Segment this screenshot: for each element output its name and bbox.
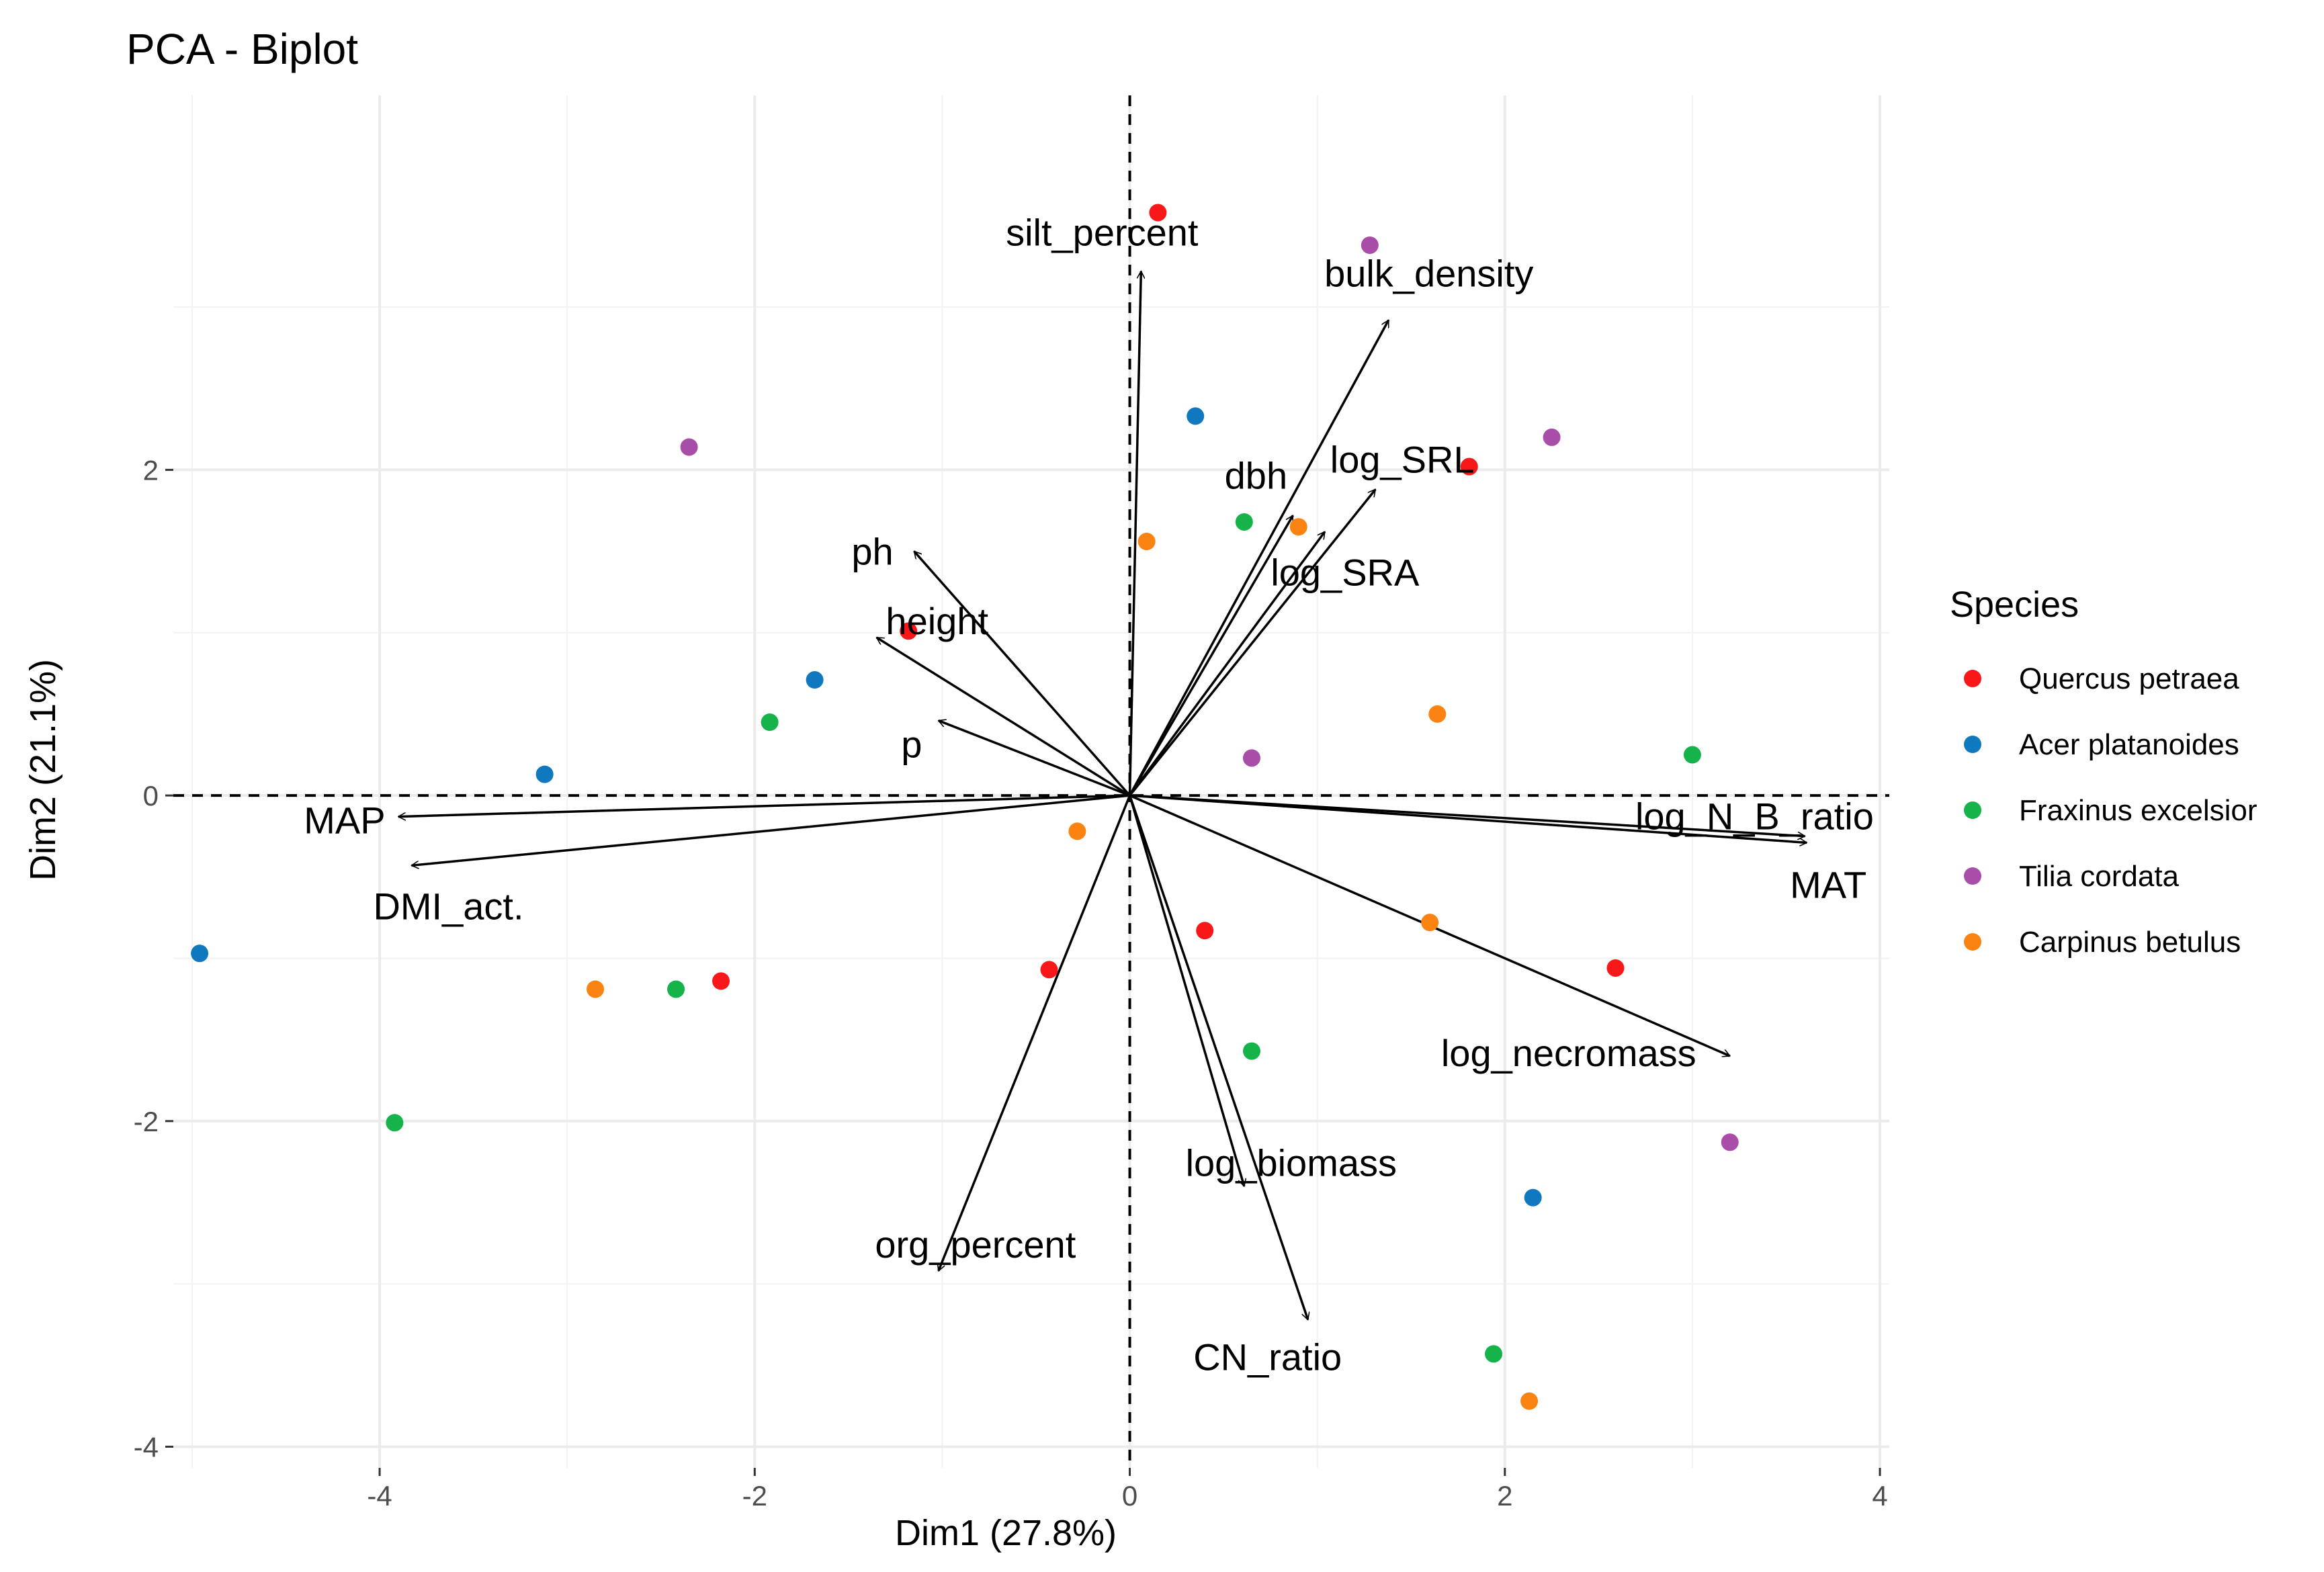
legend-items: Quercus petraea Acer platanoides Fraxinus … bbox=[1964, 662, 2257, 959]
legend-label: Tilia cordata bbox=[2019, 860, 2180, 893]
point-fraxinus-excelsior bbox=[1242, 1042, 1260, 1060]
y-tick-label: 2 bbox=[143, 454, 159, 486]
point-carpinus-betulus bbox=[587, 980, 605, 998]
var-label-mat: MAT bbox=[1790, 863, 1866, 906]
point-fraxinus-excelsior bbox=[1235, 513, 1253, 531]
arrow-mat bbox=[1129, 794, 1807, 842]
arrow-bulk-density bbox=[1129, 320, 1390, 796]
point-tilia-cordata bbox=[1721, 1133, 1739, 1151]
point-quercus-petraea bbox=[1606, 959, 1625, 977]
var-label-dbh: dbh bbox=[1225, 454, 1287, 496]
y-tick-label: 0 bbox=[143, 780, 159, 812]
point-tilia-cordata bbox=[1543, 428, 1561, 446]
point-carpinus-betulus bbox=[1289, 518, 1307, 536]
point-carpinus-betulus bbox=[1428, 705, 1447, 723]
point-acer-platanoides bbox=[191, 945, 209, 963]
point-quercus-petraea bbox=[1040, 961, 1058, 979]
legend-label: Quercus petraea bbox=[2019, 662, 2239, 695]
point-fraxinus-excelsior bbox=[1683, 746, 1701, 764]
var-label-log-necromass: log_necromass bbox=[1441, 1032, 1696, 1074]
x-tick-label: -2 bbox=[742, 1480, 767, 1512]
var-label-map: MAP bbox=[304, 799, 385, 842]
var-label-org-percent: org_percent bbox=[875, 1223, 1076, 1266]
point-fraxinus-excelsior bbox=[667, 980, 685, 998]
legend-item: Carpinus betulus bbox=[1964, 926, 2241, 959]
y-axis-title: Dim2 (21.1%) bbox=[23, 659, 63, 881]
legend-label: Acer platanoides bbox=[2019, 728, 2239, 761]
legend-item: Tilia cordata bbox=[1964, 860, 2180, 893]
arrow-ph bbox=[913, 552, 1131, 797]
legend-swatch bbox=[1964, 670, 1981, 687]
arrow-org-percent bbox=[939, 795, 1131, 1271]
point-quercus-petraea bbox=[712, 972, 730, 990]
x-tick-label: -4 bbox=[367, 1480, 392, 1512]
legend-item: Fraxinus excelsior bbox=[1964, 794, 2257, 827]
x-tick-label: 0 bbox=[1122, 1480, 1137, 1512]
variable-labels: silt_percent bulk_density log_SRL dbh log_SR… bbox=[304, 212, 1874, 1379]
var-label-cn-ratio: CN_ratio bbox=[1193, 1336, 1342, 1378]
var-label-dmi-act-: DMI_act. bbox=[373, 885, 523, 927]
legend-swatch bbox=[1964, 933, 1981, 951]
legend-swatch bbox=[1964, 801, 1981, 819]
arrow-log-biomass bbox=[1128, 795, 1244, 1186]
y-tick-label: -2 bbox=[134, 1106, 159, 1137]
arrow-silt-percent bbox=[1128, 271, 1142, 796]
legend-title: Species bbox=[1950, 584, 2079, 625]
x-axis-title: Dim1 (27.8%) bbox=[895, 1513, 1117, 1553]
var-label-p: p bbox=[901, 724, 922, 766]
legend-item: Acer platanoides bbox=[1964, 728, 2239, 761]
x-tick-label: 2 bbox=[1497, 1480, 1512, 1512]
var-label-log-n-b-ratio: log_N_B_ratio bbox=[1635, 795, 1874, 838]
x-tick-label: 4 bbox=[1872, 1480, 1887, 1512]
var-label-log-sra: log_SRA bbox=[1271, 551, 1420, 593]
point-acer-platanoides bbox=[1524, 1188, 1542, 1207]
plot-panel: silt_percent bulk_density log_SRL dbh log_SR… bbox=[173, 95, 1889, 1468]
axis-ticks: -4 -2 0 2 4 -4 -2 0 2 bbox=[134, 454, 1888, 1512]
point-quercus-petraea bbox=[1149, 204, 1167, 222]
legend-swatch bbox=[1964, 736, 1981, 753]
arrow-log-sra bbox=[1129, 531, 1326, 797]
point-tilia-cordata bbox=[1361, 236, 1379, 254]
point-carpinus-betulus bbox=[1137, 533, 1156, 551]
point-carpinus-betulus bbox=[1421, 914, 1439, 932]
arrow-p bbox=[939, 721, 1131, 797]
legend-item: Quercus petraea bbox=[1964, 662, 2239, 695]
var-label-height: height bbox=[886, 600, 988, 642]
point-fraxinus-excelsior bbox=[1485, 1345, 1503, 1363]
arrow-cn-ratio bbox=[1128, 795, 1308, 1319]
var-label-log-biomass: log_biomass bbox=[1186, 1142, 1397, 1184]
observation-points bbox=[191, 204, 1739, 1410]
var-label-silt-percent: silt_percent bbox=[1006, 212, 1199, 254]
chart-title: PCA - Biplot bbox=[126, 25, 358, 73]
legend-label: Fraxinus excelsior bbox=[2019, 794, 2257, 827]
var-label-log-srl: log_SRL bbox=[1330, 438, 1475, 480]
arrow-dmi-act- bbox=[411, 794, 1130, 865]
point-carpinus-betulus bbox=[1520, 1392, 1539, 1410]
point-quercus-petraea bbox=[1196, 922, 1214, 940]
var-label-bulk-density: bulk_density bbox=[1324, 252, 1533, 294]
point-fraxinus-excelsior bbox=[386, 1114, 404, 1132]
arrow-height bbox=[877, 636, 1131, 797]
variable-arrows bbox=[398, 271, 1807, 1320]
point-acer-platanoides bbox=[1187, 407, 1205, 425]
point-tilia-cordata bbox=[680, 438, 698, 456]
point-quercus-petraea bbox=[900, 622, 918, 640]
legend-label: Carpinus betulus bbox=[2019, 926, 2241, 959]
point-fraxinus-excelsior bbox=[761, 713, 779, 732]
legend: Species Quercus petraea Acer platanoides F… bbox=[1950, 584, 2257, 959]
point-tilia-cordata bbox=[1242, 749, 1260, 767]
point-acer-platanoides bbox=[535, 765, 554, 783]
legend-swatch bbox=[1964, 867, 1981, 885]
var-label-ph: ph bbox=[851, 531, 893, 573]
arrow-log-srl bbox=[1129, 489, 1377, 797]
point-carpinus-betulus bbox=[1068, 822, 1086, 840]
point-quercus-petraea bbox=[1460, 457, 1478, 476]
arrow-dbh bbox=[1129, 515, 1294, 796]
y-tick-label: -4 bbox=[134, 1431, 159, 1462]
point-acer-platanoides bbox=[806, 671, 824, 689]
arrow-map bbox=[398, 794, 1130, 817]
